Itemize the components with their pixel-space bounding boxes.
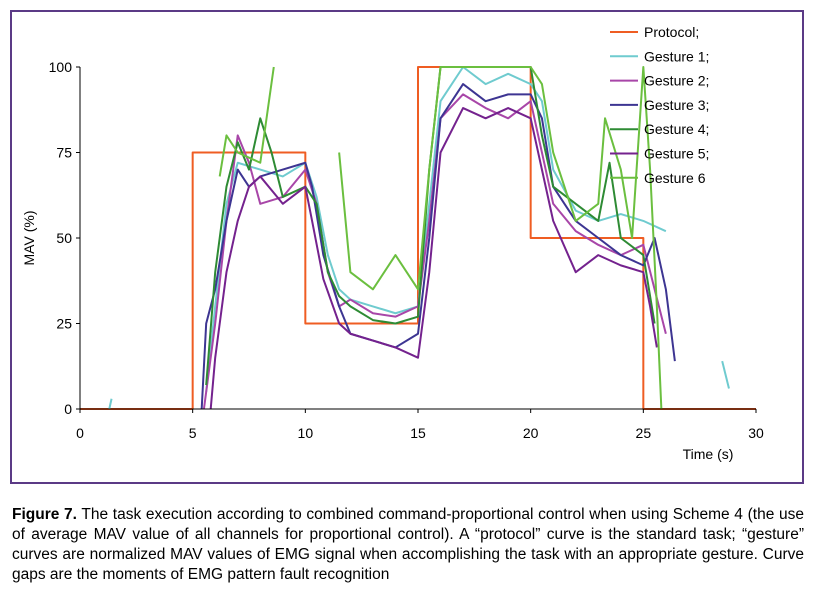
x-axis-label: Time (s) xyxy=(683,446,734,462)
y-tick-label: 50 xyxy=(56,230,72,246)
figure-caption: Figure 7. The task execution according t… xyxy=(12,505,804,585)
series-protocol xyxy=(80,66,756,410)
y-tick-label: 25 xyxy=(56,316,72,332)
series-layer xyxy=(80,66,756,410)
caption-label: Figure 7. xyxy=(12,506,77,523)
mav-time-chart: 0 25 50 75 100 0 5 10 15 20 25 30 Time (s) MAV (%) Pr… xyxy=(21,24,764,462)
series-line-segment xyxy=(721,360,730,389)
series-gesture-2 xyxy=(202,93,667,410)
x-tick-label: 5 xyxy=(189,425,197,441)
series-line-segment xyxy=(205,66,656,386)
series-line-segment xyxy=(80,66,756,410)
y-tick-label: 75 xyxy=(56,145,72,161)
x-tick-label: 10 xyxy=(298,425,314,441)
x-tick-label: 25 xyxy=(636,425,652,441)
caption-text: The task execution according to combined… xyxy=(12,506,804,583)
series-gesture-5 xyxy=(209,107,658,410)
x-tick-label: 30 xyxy=(748,425,764,441)
legend-label: Protocol; xyxy=(644,24,699,40)
legend-label: Gesture 4; xyxy=(644,121,709,137)
series-gesture-4 xyxy=(205,66,656,386)
figure-frame: 0 25 50 75 100 0 5 10 15 20 25 30 Time (s) MAV (%) Pr… xyxy=(10,10,804,484)
legend: Protocol; Gesture 1; Gesture 2; Gesture 3; G… xyxy=(610,24,709,186)
y-tick-label: 100 xyxy=(49,59,73,75)
x-tick-label: 0 xyxy=(76,425,84,441)
y-axis-label: MAV (%) xyxy=(21,211,37,266)
legend-label: Gesture 5; xyxy=(644,146,709,162)
series-line-segment xyxy=(218,66,275,177)
legend-label: Gesture 6 xyxy=(644,170,706,186)
series-line-segment xyxy=(108,398,113,410)
series-line-segment xyxy=(202,93,667,410)
series-line-segment xyxy=(209,107,658,410)
legend-label: Gesture 3; xyxy=(644,97,709,113)
legend-label: Gesture 2; xyxy=(644,73,709,89)
legend-label: Gesture 1; xyxy=(644,48,709,64)
x-tick-label: 20 xyxy=(523,425,539,441)
axes-layer: 0 25 50 75 100 0 5 10 15 20 25 30 Time (s) MAV (%) xyxy=(21,59,764,462)
y-tick-label: 0 xyxy=(64,401,72,417)
x-tick-label: 15 xyxy=(410,425,426,441)
